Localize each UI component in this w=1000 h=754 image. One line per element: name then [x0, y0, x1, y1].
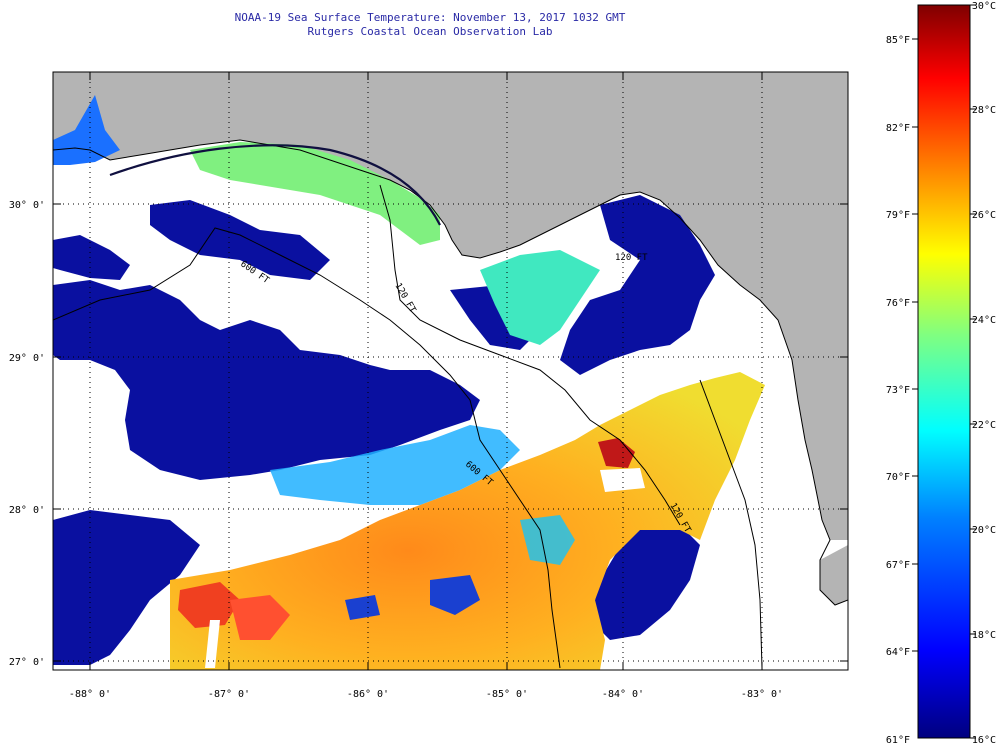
celsius-label: 20°C — [972, 525, 996, 536]
map-subtitle: Rutgers Coastal Ocean Observation Lab — [307, 25, 553, 38]
map-frame — [52, 71, 849, 671]
fahrenheit-label: 73°F — [886, 385, 910, 396]
sst-cloud-gap-south — [205, 620, 220, 668]
sst-cool-coastal-east — [480, 250, 600, 345]
map-area — [53, 72, 848, 670]
fahrenheit-label: 64°F — [886, 647, 910, 658]
fahrenheit-label: 67°F — [886, 560, 910, 571]
isobath-label: 120 FT — [615, 253, 648, 263]
longitude-label: -85° 0' — [486, 689, 528, 700]
sst-cold-patch-south — [53, 510, 200, 665]
latitude-labels: 30° 0' 29° 0' 28° 0' 27° 0' — [9, 200, 45, 668]
celsius-label: 30°C — [972, 1, 996, 12]
longitude-label: -88° 0' — [69, 689, 111, 700]
celsius-label: 22°C — [972, 420, 996, 431]
latitude-label: 30° 0' — [9, 200, 45, 211]
celsius-label: 16°C — [972, 735, 996, 746]
sst-cloud-gap-east — [600, 468, 645, 492]
celsius-labels: 30°C 28°C 26°C 24°C 22°C 20°C 18°C 16°C — [972, 1, 996, 746]
coastline — [53, 139, 848, 606]
sst-hot-spot-sw — [178, 582, 240, 628]
sst-transition-band — [270, 425, 520, 505]
sst-blue-fragment — [345, 595, 380, 620]
land-mass-south — [820, 545, 848, 605]
latitude-label: 29° 0' — [9, 353, 45, 364]
sst-cold-patch-se — [590, 525, 700, 640]
celsius-label: 26°C — [972, 210, 996, 221]
longitude-labels: -88° 0' -87° 0' -86° 0' -85° 0' -84° 0' … — [69, 689, 783, 700]
frame-ticks — [53, 72, 848, 670]
fahrenheit-label: 79°F — [886, 210, 910, 221]
latitude-label: 27° 0' — [9, 657, 45, 668]
color-bar-ticks — [912, 4, 976, 739]
land-mass — [53, 72, 848, 540]
sst-cold-patch-north — [150, 200, 330, 280]
isobath-600ft — [379, 184, 681, 526]
longitude-label: -87° 0' — [208, 689, 250, 700]
fahrenheit-label: 76°F — [886, 298, 910, 309]
longitude-label: -83° 0' — [741, 689, 783, 700]
fahrenheit-labels: 85°F 82°F 79°F 76°F 73°F 70°F 67°F 64°F … — [886, 35, 910, 746]
latitude-label: 28° 0' — [9, 505, 45, 516]
sst-cool-west-edge — [53, 95, 120, 165]
longitude-label: -84° 0' — [602, 689, 644, 700]
fahrenheit-label: 61°F — [886, 735, 910, 746]
swath-edge-arc — [109, 144, 441, 226]
celsius-label: 18°C — [972, 630, 996, 641]
sst-cold-patch-nw — [53, 235, 130, 280]
fahrenheit-label: 70°F — [886, 472, 910, 483]
sst-hot-spot-east — [598, 438, 635, 468]
sst-cold-patch-west — [53, 280, 480, 480]
color-bar — [917, 4, 971, 739]
fahrenheit-label: 82°F — [886, 123, 910, 134]
longitude-label: -86° 0' — [347, 689, 389, 700]
sst-cool-coastal-north — [190, 142, 440, 245]
fahrenheit-label: 85°F — [886, 35, 910, 46]
celsius-label: 24°C — [972, 315, 996, 326]
sst-hot-spot-sw2 — [230, 595, 290, 640]
isobath-east — [699, 379, 763, 669]
sst-cyan-mixed — [520, 515, 575, 565]
map-title: NOAA-19 Sea Surface Temperature: Novembe… — [234, 11, 626, 24]
sst-blue-fragment — [430, 575, 480, 615]
sst-cold-patch-east — [560, 195, 715, 375]
isobath-120ft — [53, 227, 561, 669]
celsius-label: 28°C — [972, 105, 996, 116]
